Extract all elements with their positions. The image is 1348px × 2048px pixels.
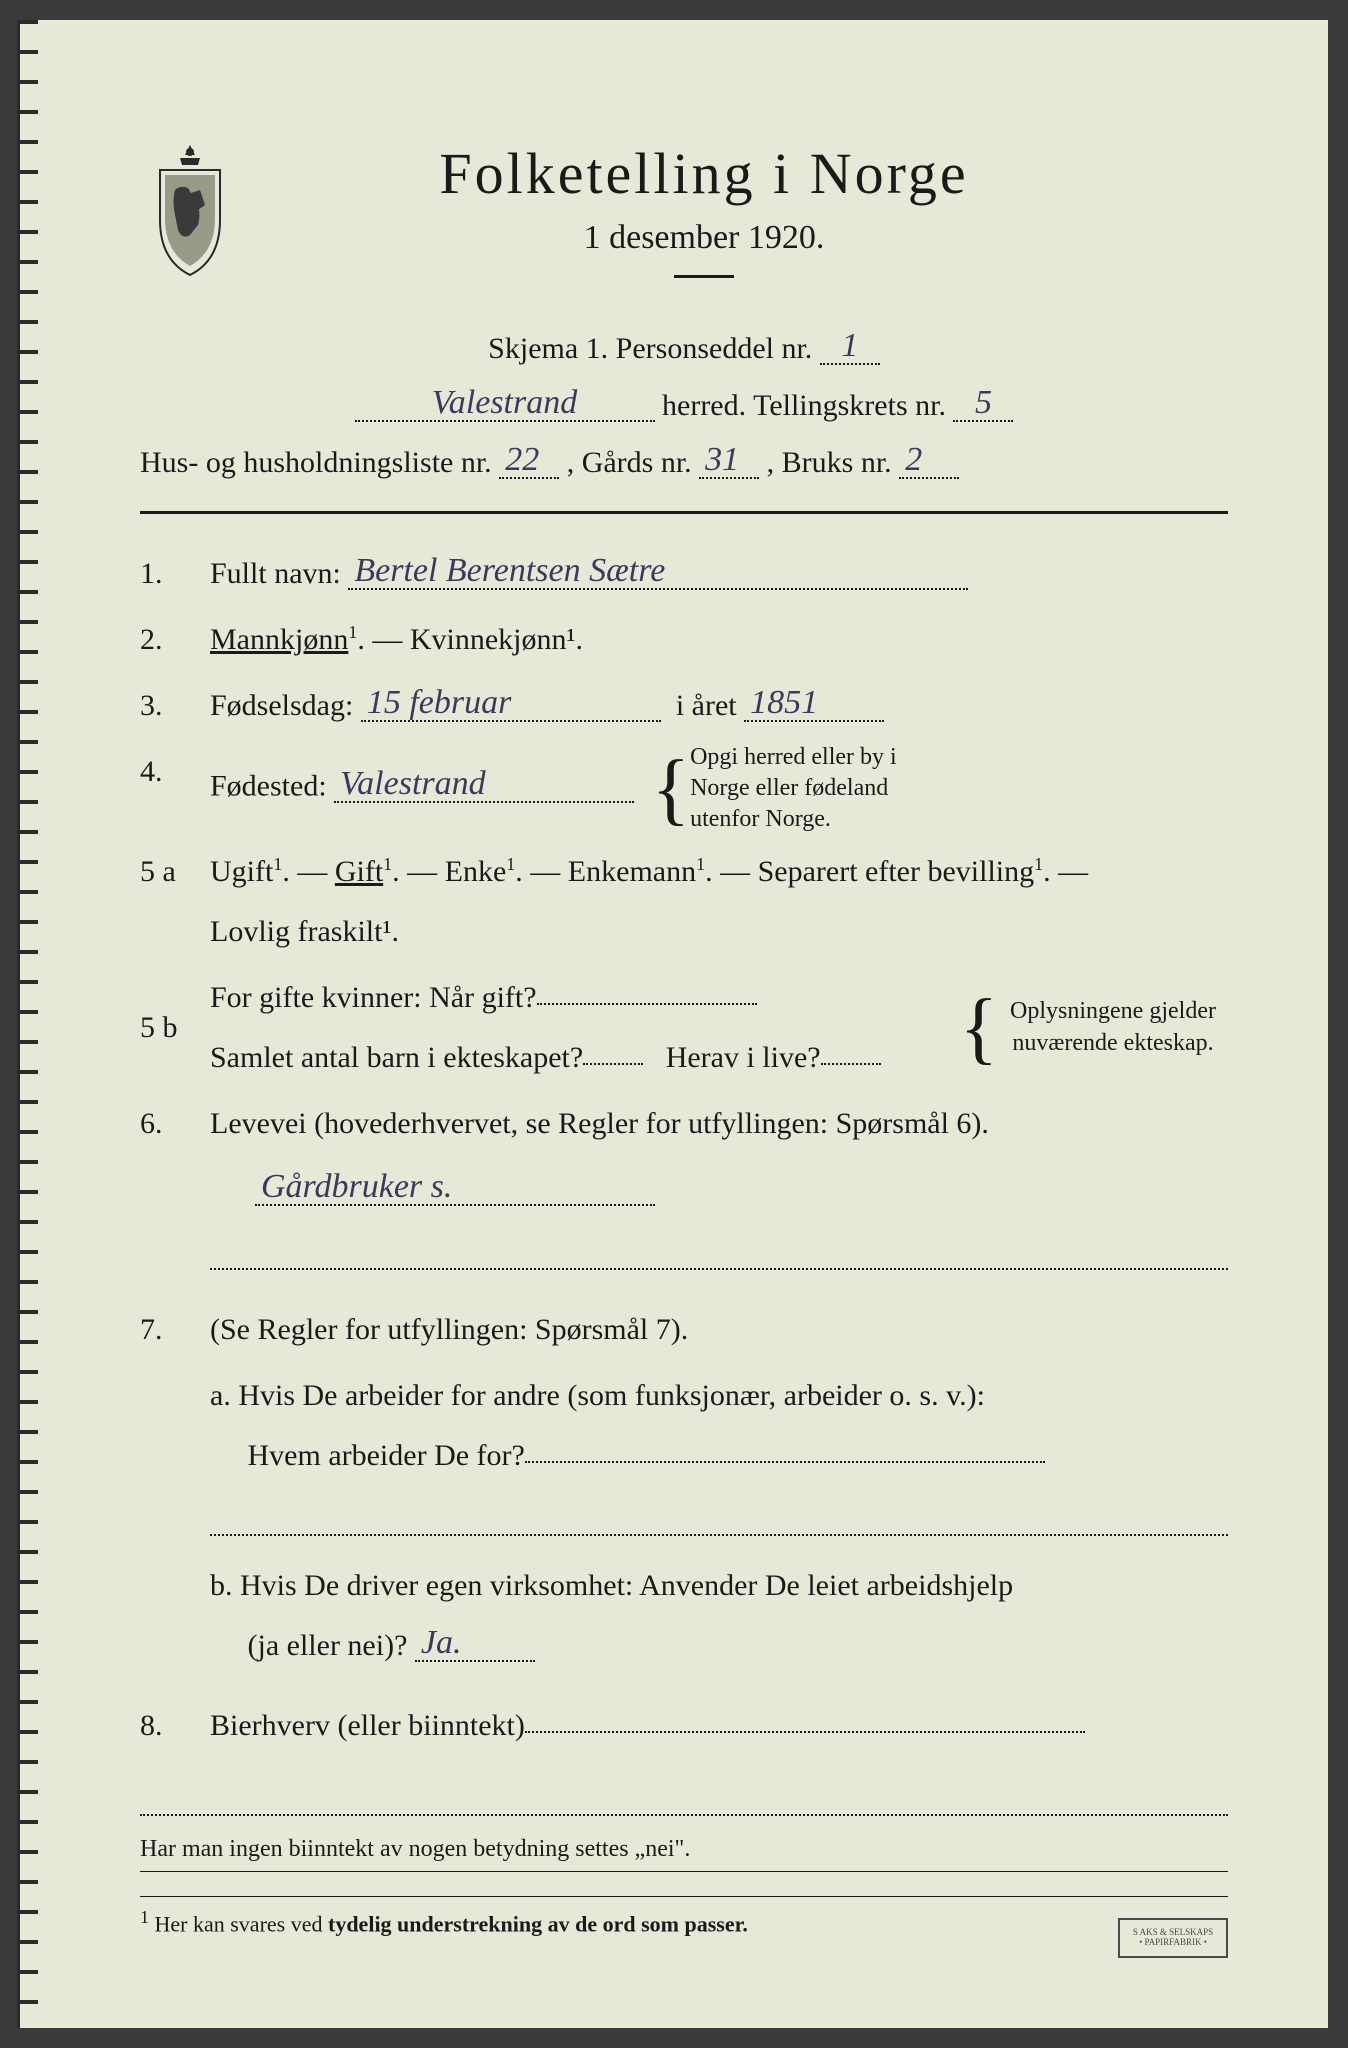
q5a-num: 5 a [140, 842, 210, 962]
q6-label: Levevei (hovederhvervet, se Regler for u… [210, 1107, 989, 1140]
q7a: a. Hvis De arbeider for andre (som funks… [210, 1366, 1228, 1486]
q5a-line2: Lovlig fraskilt¹. [210, 915, 399, 948]
title-block: Folketelling i Norge 1 desember 1920. [280, 140, 1228, 278]
q6-num: 6. [140, 1094, 210, 1154]
gards-nr: 31 [699, 443, 759, 479]
q1-label: Fullt navn: [210, 557, 341, 590]
question-2: 2. Mannkjønn1. — Kvinnekjønn¹. [140, 610, 1228, 670]
q5b-sidenote: { Oplysningene gjelder nuværende ekteska… [960, 996, 1228, 1058]
herred-label: herred. Tellingskrets nr. [662, 389, 946, 422]
question-8: 8. Bierhverv (eller biinntekt) [140, 1696, 1228, 1756]
q7b-label: b. Hvis De driver egen virksomhet: Anven… [210, 1569, 1013, 1602]
q7-num: 7. [140, 1300, 210, 1360]
q7a-blank-line [210, 1506, 1228, 1536]
q7b-line2: (ja eller nei)? [248, 1629, 408, 1662]
q5b-label: For gifte kvinner: Når gift? [210, 981, 537, 1014]
subtitle: 1 desember 1920. [280, 219, 1128, 257]
q5b-gift-value [537, 1003, 757, 1005]
q5b-line2b: Herav i live? [666, 1041, 821, 1074]
title-rule [674, 275, 734, 278]
question-4: 4. Fødested: Valestrand { Opgi herred el… [140, 742, 1228, 836]
census-form-page: Folketelling i Norge 1 desember 1920. Sk… [20, 20, 1328, 2028]
q1-value: Bertel Berentsen Sætre [348, 554, 968, 590]
q5b-barn-value [583, 1063, 643, 1065]
hush-label: Hus- og husholdningsliste nr. [140, 446, 492, 479]
header: Folketelling i Norge 1 desember 1920. [140, 140, 1228, 280]
q8-blank-line [140, 1786, 1228, 1816]
tellingskrets-nr: 5 [953, 386, 1013, 422]
q5b-live-value [821, 1063, 881, 1065]
q7b-value: Ja. [415, 1626, 535, 1662]
q7a-value [525, 1461, 1045, 1463]
hush-nr: 22 [499, 443, 559, 479]
meta-block: Skjema 1. Personseddel nr. 1 Valestrand … [140, 320, 1228, 491]
footnote: 1 Her kan svares ved tydelig understrekn… [140, 1896, 1228, 1937]
q1-num: 1. [140, 544, 210, 604]
q3-num: 3. [140, 676, 210, 736]
q4-value: Valestrand [334, 767, 634, 803]
q7-label: (Se Regler for utfyllingen: Spørsmål 7). [210, 1313, 688, 1346]
perforation-edge [20, 20, 38, 2028]
question-7: 7. (Se Regler for utfyllingen: Spørsmål … [140, 1300, 1228, 1360]
q8-value [525, 1731, 1085, 1733]
question-5a: 5 a Ugift1. — Gift1. — Enke1. — Enkemann… [140, 842, 1228, 962]
question-6: 6. Levevei (hovederhvervet, se Regler fo… [140, 1094, 1228, 1154]
skjema-label: Skjema 1. Personseddel nr. [488, 332, 812, 365]
q5b-num: 5 b [140, 998, 210, 1058]
divider-thick [140, 511, 1228, 514]
bruks-nr: 2 [899, 443, 959, 479]
q3-year: 1851 [744, 686, 884, 722]
q7a-line2: Hvem arbeider De for? [248, 1439, 525, 1472]
main-title: Folketelling i Norge [280, 140, 1128, 207]
q8-label: Bierhverv (eller biinntekt) [210, 1709, 525, 1742]
coat-of-arms-icon [140, 140, 240, 280]
question-3: 3. Fødselsdag: 15 februar i året 1851 [140, 676, 1228, 736]
printer-stamp: S AKS & SELSKAPS• PAPIRFABRIK • [1118, 1918, 1228, 1958]
q2-opt1: Mannkjønn [210, 623, 348, 656]
q2-opt2: Kvinnekjønn [410, 623, 567, 656]
q7a-label: a. Hvis De arbeider for andre (som funks… [210, 1379, 985, 1412]
q3-year-label: i året [676, 689, 737, 722]
q2-num: 2. [140, 610, 210, 670]
meta-line-3: Hus- og husholdningsliste nr. 22 , Gårds… [140, 434, 1228, 491]
q4-num: 4. [140, 742, 210, 836]
q7b: b. Hvis De driver egen virksomhet: Anven… [210, 1556, 1228, 1676]
q4-label: Fødested: [210, 770, 327, 803]
gards-label: , Gårds nr. [567, 446, 692, 479]
divider-thin [140, 1871, 1228, 1872]
q6-value: Gårdbruker s. [255, 1170, 655, 1206]
q5b-line2a: Samlet antal barn i ekteskapet? [210, 1041, 583, 1074]
q3-label: Fødselsdag: [210, 689, 353, 722]
footer-note: Har man ingen biinntekt av nogen betydni… [140, 1836, 1228, 1863]
bruks-label: , Bruks nr. [767, 446, 892, 479]
q4-sidenote: { Opgi herred eller by i Norge eller fød… [652, 742, 920, 836]
q6-blank-line [210, 1240, 1228, 1270]
meta-line-2: Valestrand herred. Tellingskrets nr. 5 [140, 377, 1228, 434]
q8-num: 8. [140, 1696, 210, 1756]
q6-value-line: Gårdbruker s. [210, 1160, 1228, 1220]
meta-line-1: Skjema 1. Personseddel nr. 1 [140, 320, 1228, 377]
personseddel-nr: 1 [820, 329, 880, 365]
q3-day: 15 februar [361, 686, 661, 722]
question-5b: 5 b For gifte kvinner: Når gift? Samlet … [140, 968, 1228, 1088]
question-1: 1. Fullt navn: Bertel Berentsen Sætre [140, 544, 1228, 604]
herred-value: Valestrand [355, 386, 655, 422]
